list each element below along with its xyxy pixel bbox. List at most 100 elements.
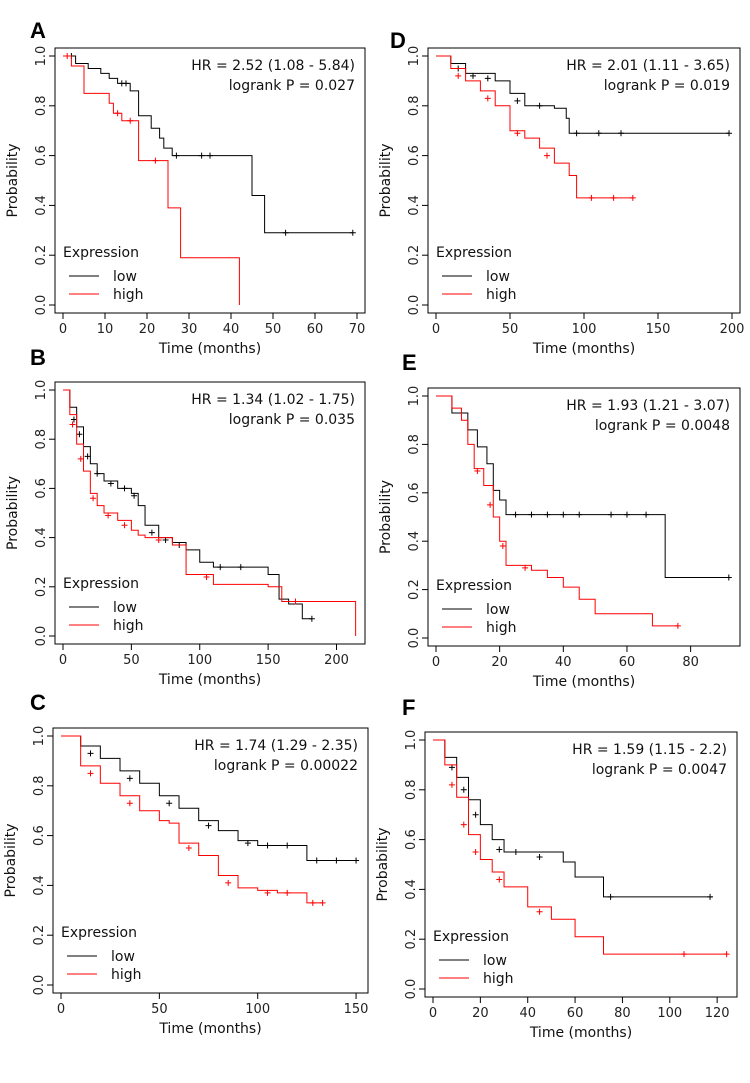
censor-mark-high xyxy=(264,889,271,896)
censor-mark-low xyxy=(512,511,519,518)
censor-mark-high xyxy=(499,543,506,550)
x-tick-label: 70 xyxy=(349,322,366,337)
y-tick-label: 0.4 xyxy=(407,531,422,552)
x-tick-label: 20 xyxy=(491,655,508,670)
censor-mark-low xyxy=(264,842,271,849)
y-tick-label: 0.0 xyxy=(34,626,49,647)
survival-curve-low xyxy=(436,55,730,134)
censor-mark-low xyxy=(608,511,615,518)
y-tick-label: 0.6 xyxy=(404,829,419,850)
x-tick-label: 50 xyxy=(123,653,140,668)
x-tick-label: 200 xyxy=(324,653,349,668)
x-tick-label: 100 xyxy=(187,653,212,668)
y-tick-label: 1.0 xyxy=(34,46,49,67)
x-tick-label: 0 xyxy=(432,322,440,337)
censor-mark-low xyxy=(544,511,551,518)
censor-mark-high xyxy=(155,537,162,544)
hazard-ratio-text: HR = 2.52 (1.08 - 5.84) xyxy=(191,58,355,74)
censor-mark-high xyxy=(629,194,636,201)
x-axis-label: Time (months) xyxy=(532,341,635,357)
censor-mark-low xyxy=(528,511,535,518)
y-tick-label: 0.8 xyxy=(404,779,419,800)
logrank-p-text: logrank P = 0.019 xyxy=(604,78,730,94)
censor-mark-high xyxy=(121,522,128,529)
x-tick-label: 20 xyxy=(139,322,156,337)
legend-label-high: high xyxy=(111,967,142,983)
x-tick-label: 0 xyxy=(432,655,440,670)
censor-mark-high xyxy=(474,468,481,475)
legend-title: Expression xyxy=(433,929,509,945)
x-tick-label: 50 xyxy=(151,1002,168,1017)
y-axis-label: Probability xyxy=(378,143,394,217)
y-tick-label: 1.0 xyxy=(407,386,422,407)
logrank-p-text: logrank P = 0.035 xyxy=(229,412,355,428)
x-tick-label: 100 xyxy=(572,322,597,337)
logrank-p-text: logrank P = 0.00022 xyxy=(214,758,358,774)
plot-frame xyxy=(427,387,741,647)
survival-curve-high xyxy=(436,55,633,199)
y-tick-label: 0.8 xyxy=(34,95,49,116)
y-tick-label: 0.0 xyxy=(34,295,49,316)
censor-mark-low xyxy=(470,72,476,79)
plot-frame xyxy=(54,47,366,314)
y-tick-label: 0.4 xyxy=(32,875,47,896)
x-tick-label: 60 xyxy=(567,1006,584,1021)
censor-mark-high xyxy=(514,130,521,137)
y-tick-label: 0.4 xyxy=(404,879,419,900)
censor-mark-low xyxy=(87,750,94,757)
censor-mark-low xyxy=(643,511,650,518)
censor-mark-low xyxy=(198,152,205,159)
y-tick-label: 0.4 xyxy=(34,195,49,216)
censor-mark-high xyxy=(681,951,688,958)
censor-mark-low xyxy=(148,529,155,536)
survival-curve-high xyxy=(433,739,727,955)
legend-label-low: low xyxy=(111,949,135,965)
logrank-p-text: logrank P = 0.0047 xyxy=(592,762,727,778)
censor-mark-high xyxy=(496,876,503,883)
legend-title: Expression xyxy=(436,245,512,261)
y-tick-label: 1.0 xyxy=(32,726,47,747)
logrank-p-text: logrank P = 0.027 xyxy=(229,78,355,94)
censor-mark-high xyxy=(522,564,529,571)
censor-mark-low xyxy=(237,564,244,571)
censor-mark-high xyxy=(460,821,467,828)
censor-mark-low xyxy=(496,846,503,853)
censor-mark-low xyxy=(84,453,91,460)
censor-mark-high xyxy=(105,512,112,519)
hazard-ratio-text: HR = 1.34 (1.02 - 1.75) xyxy=(191,392,355,408)
x-tick-label: 100 xyxy=(245,1002,270,1017)
censor-mark-low xyxy=(76,431,83,438)
y-tick-label: 0.2 xyxy=(404,929,419,950)
x-tick-label: 60 xyxy=(307,322,324,337)
x-axis-label: Time (months) xyxy=(158,341,261,357)
censor-mark-high xyxy=(87,770,94,777)
censor-mark-high xyxy=(152,157,159,164)
legend-title: Expression xyxy=(436,578,512,594)
survival-curve-high xyxy=(61,735,323,904)
legend-title: Expression xyxy=(63,576,139,592)
censor-mark-low xyxy=(121,485,128,492)
x-tick-label: 150 xyxy=(646,322,671,337)
censor-mark-low xyxy=(308,615,315,622)
survival-curve-high xyxy=(63,389,357,636)
survival-curve-high xyxy=(63,55,240,305)
censor-mark-low xyxy=(512,849,519,856)
censor-mark-high xyxy=(69,421,76,428)
panel-label-c: C xyxy=(30,690,46,715)
hazard-ratio-text: HR = 1.59 (1.15 - 2.2) xyxy=(572,742,727,758)
censor-mark-high xyxy=(203,573,210,580)
censor-mark-low xyxy=(244,840,251,847)
y-axis-label: Probability xyxy=(375,827,391,901)
legend-label-high: high xyxy=(113,618,144,634)
panel-e: E 0 20 40 60 80 0.0 0.2 0.4 0.6 0.8 1.0 Time (months… xyxy=(378,350,741,690)
legend-label-low: low xyxy=(483,953,507,969)
censor-mark-low xyxy=(173,152,180,159)
hazard-ratio-text: HR = 1.74 (1.29 - 2.35) xyxy=(194,738,358,754)
panel-label-a: A xyxy=(30,18,46,43)
censor-mark-low xyxy=(618,130,624,137)
survival-curve-low xyxy=(61,735,357,861)
censor-mark-low xyxy=(123,80,129,87)
censor-mark-high xyxy=(185,845,192,852)
legend-label-high: high xyxy=(113,287,144,303)
x-tick-label: 0 xyxy=(429,1006,437,1021)
